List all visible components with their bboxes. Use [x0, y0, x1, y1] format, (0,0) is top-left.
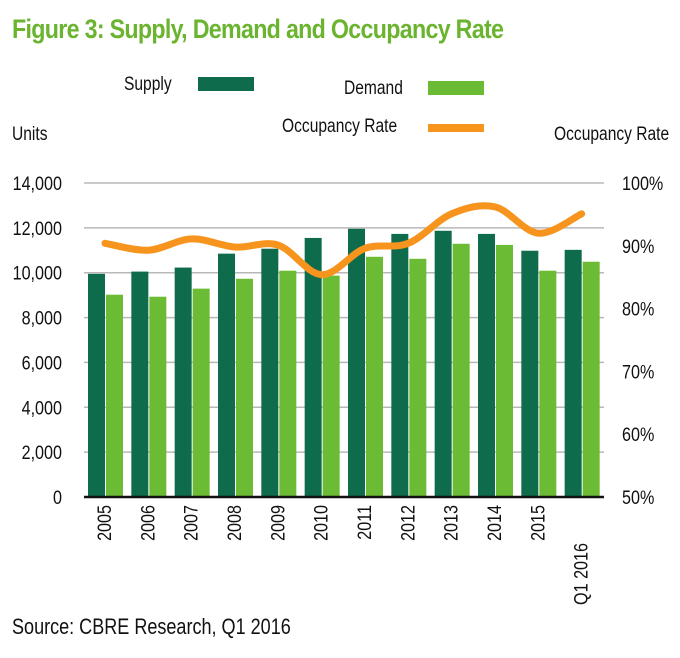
bar-supply — [434, 230, 452, 497]
y2-tick-label: 50% — [622, 487, 655, 509]
bar-demand — [496, 244, 513, 497]
y2-tick-label: 70% — [622, 361, 655, 383]
bar-supply — [391, 233, 409, 498]
y-tick-label: 6,000 — [22, 352, 63, 374]
bar-supply — [564, 249, 582, 497]
x-tick-label: 2007 — [180, 505, 202, 541]
legend-supply-label: Supply — [124, 74, 172, 95]
x-tick-label: 2008 — [224, 505, 246, 541]
bar-demand — [322, 275, 340, 497]
bar-demand — [192, 288, 210, 497]
y2-tick-label: 100% — [622, 173, 664, 195]
legend-occupancy-swatch — [428, 124, 484, 132]
bar-supply — [88, 273, 105, 497]
bar-demand — [452, 243, 470, 497]
bar-supply — [348, 228, 365, 498]
x-tick-label: 2009 — [267, 505, 289, 541]
bar-demand — [582, 261, 600, 497]
x-tick-label: 2011 — [354, 505, 376, 540]
bar-supply — [304, 237, 322, 497]
legend-demand-label: Demand — [344, 78, 403, 99]
bar-supply — [261, 248, 279, 497]
y-tick-label: 0 — [53, 487, 62, 509]
x-tick-label: 2013 — [440, 505, 462, 541]
x-tick-label: 2006 — [137, 505, 159, 541]
left-axis-title: Units — [12, 124, 48, 145]
y-tick-label: 2,000 — [22, 442, 63, 464]
bar-demand — [539, 270, 557, 497]
y2-tick-label: 90% — [622, 236, 655, 258]
x-tick-label: 2014 — [484, 505, 506, 541]
y-tick-label: 14,000 — [13, 173, 63, 195]
right-axis-title: Occupancy Rate — [554, 124, 670, 145]
legend-supply-swatch — [198, 77, 254, 91]
bar-supply — [174, 267, 192, 497]
bar-supply — [478, 233, 495, 498]
bar-supply — [218, 253, 235, 497]
x-tick-label: 2012 — [397, 505, 419, 541]
legend-occupancy-label: Occupancy Rate — [282, 116, 398, 137]
bar-demand — [106, 294, 123, 497]
y-tick-label: 10,000 — [13, 262, 63, 284]
y-tick-label: 12,000 — [13, 218, 63, 240]
legend-demand-swatch — [428, 81, 484, 95]
occupancy-line — [101, 202, 586, 279]
y-tick-label: 4,000 — [22, 397, 63, 419]
bar-demand — [279, 270, 297, 497]
y2-tick-label: 80% — [622, 298, 655, 320]
bar-demand — [366, 256, 383, 497]
x-tick-label: 2010 — [310, 505, 332, 541]
source-note: Source: CBRE Research, Q1 2016 — [12, 614, 291, 639]
bar-demand — [236, 278, 253, 497]
chart-title: Figure 3: Supply, Demand and Occupancy R… — [12, 14, 504, 44]
bar-demand — [409, 258, 427, 497]
y-tick-label: 8,000 — [22, 307, 63, 329]
y2-tick-label: 60% — [622, 424, 655, 446]
x-tick-label: Q1 2016 — [570, 543, 592, 605]
x-tick-label: 2005 — [94, 505, 116, 541]
bar-supply — [131, 271, 149, 497]
bar-supply — [521, 250, 539, 497]
bar-demand — [149, 296, 167, 497]
x-tick-label: 2015 — [527, 505, 549, 541]
